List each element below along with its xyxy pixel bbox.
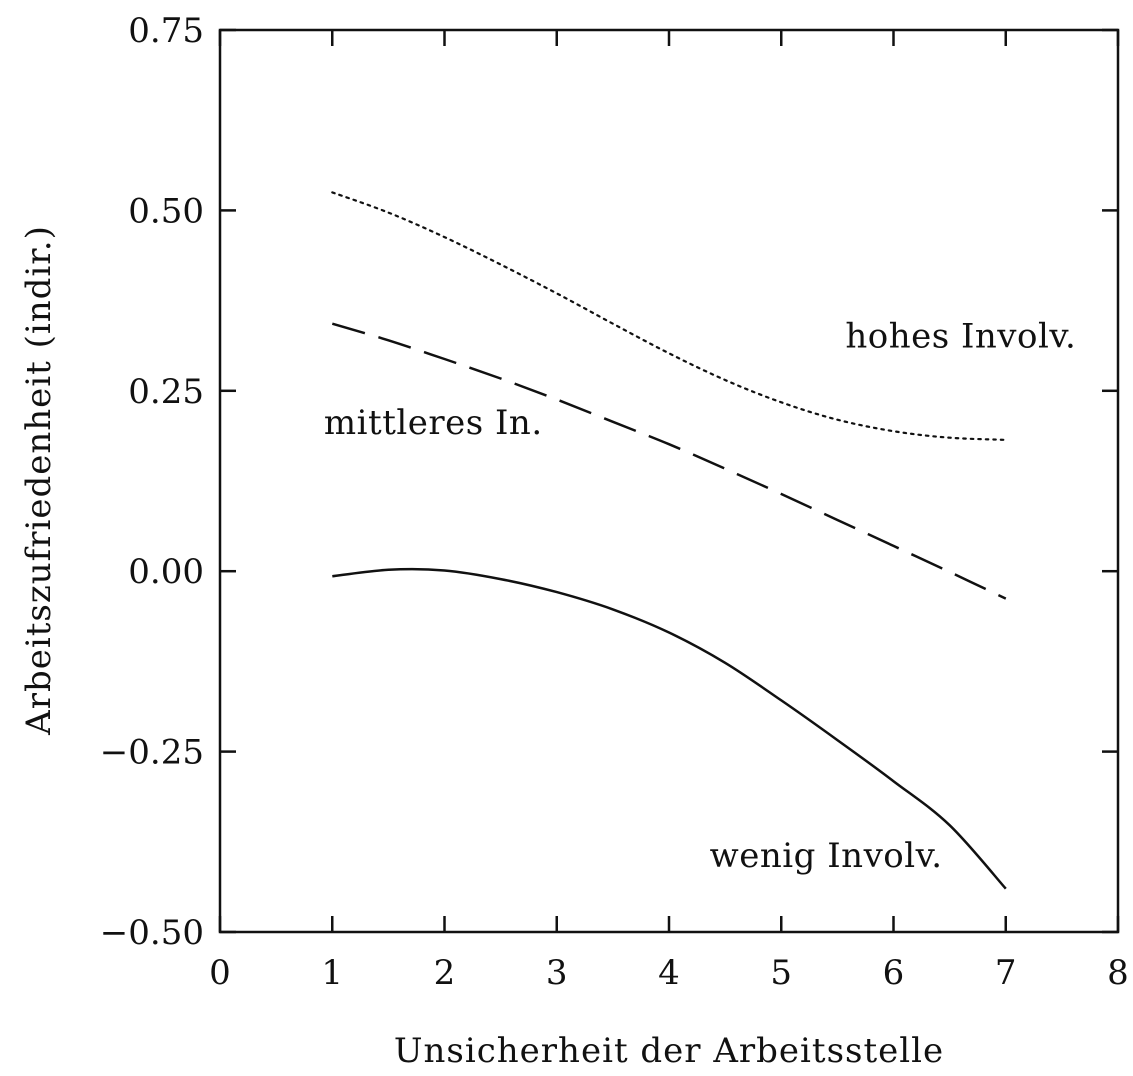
y-axis-label: Arbeitszufriedenheit (indir.) <box>19 225 59 736</box>
series-label-0: hohes Involv. <box>845 317 1076 357</box>
series-line-1 <box>331 322 1007 600</box>
series-labels: hohes Involv. mittleres In. wenig Involv. <box>324 317 1076 877</box>
plot-frame <box>218 28 1120 934</box>
y-tick-label-4: 0.50 <box>128 191 204 231</box>
series-label-2: wenig Involv. <box>710 836 943 876</box>
x-tick-label-5: 5 <box>770 953 792 993</box>
x-tick-label-3: 3 <box>546 953 568 993</box>
y-tick-label-0: −0.50 <box>100 913 204 953</box>
axis-ticks <box>218 28 1120 934</box>
x-tick-label-8: 8 <box>1107 953 1129 993</box>
y-tick-label-1: −0.25 <box>100 733 204 773</box>
y-tick-label-5: 0.75 <box>128 11 204 51</box>
x-tick-label-7: 7 <box>995 953 1017 993</box>
x-axis-label: Unsicherheit der Arbeitsstelle <box>394 1031 944 1071</box>
tick-labels: 0 1 2 3 4 5 6 7 8 −0.50 −0.25 0.00 0.25 0.50 0.75 <box>100 11 1129 993</box>
y-tick-label-3: 0.25 <box>128 372 204 412</box>
series-line-0 <box>331 191 1007 441</box>
x-tick-label-1: 1 <box>321 953 343 993</box>
plot-border <box>218 28 1120 934</box>
x-tick-label-4: 4 <box>658 953 680 993</box>
x-tick-label-0: 0 <box>209 953 231 993</box>
series-line-2 <box>332 567 1007 890</box>
x-tick-label-2: 2 <box>434 953 456 993</box>
series-lines <box>331 191 1007 890</box>
y-tick-label-2: 0.00 <box>128 552 204 592</box>
x-tick-label-6: 6 <box>883 953 905 993</box>
series-label-1: mittleres In. <box>324 403 543 443</box>
